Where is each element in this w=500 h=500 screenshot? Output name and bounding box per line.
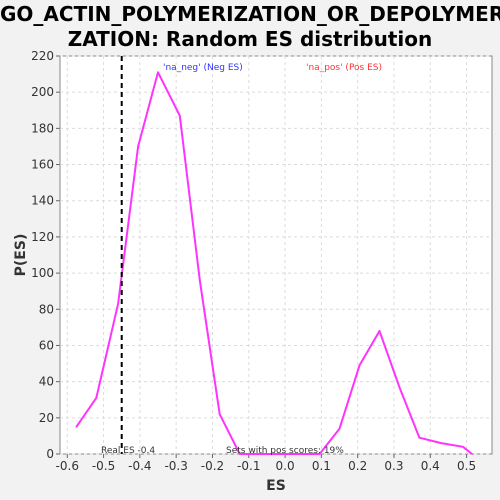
y-tick-label: 220	[31, 49, 54, 63]
real-es-label: Real ES -0.4	[101, 446, 155, 456]
data-point	[440, 442, 442, 444]
x-tick-label: -0.6	[56, 459, 79, 473]
data-point	[359, 365, 361, 367]
data-point	[96, 397, 98, 399]
data-point	[462, 446, 464, 448]
x-tick-label: 0.4	[421, 459, 440, 473]
x-tick-label: 0.0	[276, 459, 295, 473]
x-tick-label: -0.1	[237, 459, 260, 473]
legend-pos-es: 'na_pos' (Pos ES)	[306, 63, 382, 73]
data-point	[199, 280, 201, 282]
legend-neg-es: 'na_neg' (Neg ES)	[163, 63, 243, 73]
x-tick-label: -0.5	[92, 459, 115, 473]
y-tick-label: 200	[31, 85, 54, 99]
data-point	[471, 453, 473, 455]
x-tick-label: -0.3	[164, 459, 187, 473]
data-point	[76, 426, 78, 428]
data-point	[379, 330, 381, 332]
y-tick-label: 0	[46, 447, 54, 461]
y-tick-label: 160	[31, 158, 54, 172]
y-tick-label: 140	[31, 194, 54, 208]
data-point	[117, 303, 119, 305]
pos-scores-label: Sets with pos scores: 19%	[226, 446, 344, 456]
x-tick-label: 0.1	[312, 459, 331, 473]
data-point	[399, 386, 401, 388]
y-tick-label: 20	[39, 411, 54, 425]
data-point	[219, 413, 221, 415]
x-tick-label: -0.4	[128, 459, 151, 473]
x-tick-label: -0.2	[201, 459, 224, 473]
data-point	[157, 71, 159, 73]
x-tick-label: 0.5	[457, 459, 476, 473]
data-point	[137, 146, 139, 148]
data-point	[339, 428, 341, 430]
y-tick-label: 40	[39, 375, 54, 389]
y-tick-label: 60	[39, 338, 54, 352]
y-tick-label: 100	[31, 266, 54, 280]
y-tick-label: 80	[39, 302, 54, 316]
x-axis-label: ES	[266, 478, 286, 494]
y-tick-label: 120	[31, 230, 54, 244]
y-axis-label: P(ES)	[13, 234, 29, 277]
data-point	[179, 115, 181, 117]
x-tick-label: 0.2	[348, 459, 367, 473]
x-tick-label: 0.3	[384, 459, 403, 473]
y-tick-label: 180	[31, 121, 54, 135]
data-point	[419, 437, 421, 439]
